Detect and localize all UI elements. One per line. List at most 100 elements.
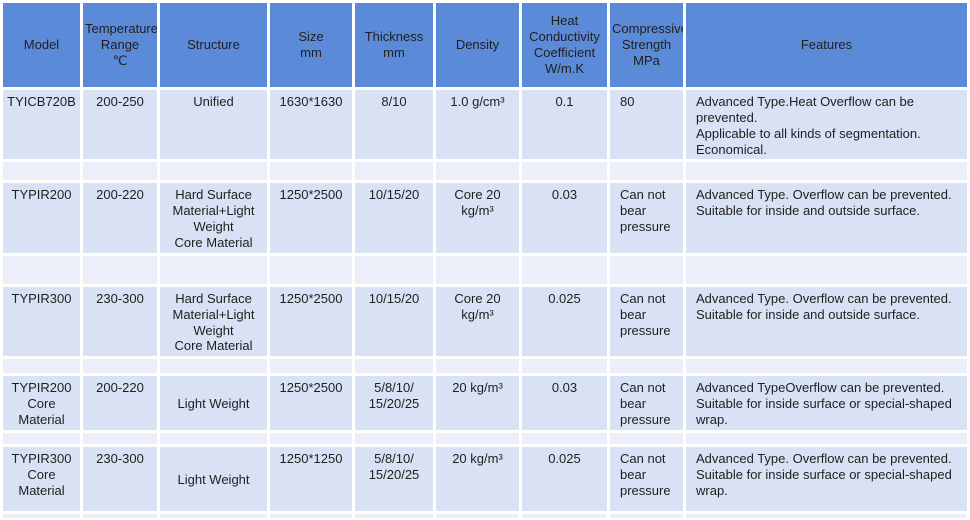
cell-thickness: 5/8/10/ 15/20/25 <box>355 446 433 511</box>
table-header: Model Temperature Range ℃ Structure Size mm… <box>3 3 967 87</box>
table-row: TYPIR300 230-300 Hard Surface Material+Lig… <box>3 286 967 357</box>
cell-thickness: 5/8/10/ 15/20/25 <box>355 376 433 430</box>
cell-compressive_strength: 80 <box>610 90 683 160</box>
spacer-cell <box>686 513 967 518</box>
spacer-row <box>3 359 967 374</box>
cell-heat_conductivity: 0.1 <box>522 90 607 160</box>
table-row: TYPIR200 200-220 Hard Surface Material+Lig… <box>3 183 967 253</box>
spacer-cell <box>270 513 352 518</box>
spacer-cell <box>610 513 683 518</box>
cell-density: 20 kg/m³ <box>436 446 519 511</box>
spacer-cell <box>610 432 683 444</box>
cell-compressive_strength: Can not bear pressure <box>610 446 683 511</box>
spacer-cell <box>355 359 433 374</box>
table-row: TYICB720B 200-250 Unified 1630*1630 8/10 1.0 … <box>3 90 967 160</box>
cell-thickness: 10/15/20 <box>355 183 433 253</box>
spacer-row <box>3 432 967 444</box>
spacer-cell <box>436 162 519 181</box>
cell-structure: Hard Surface Material+Light Weight Core … <box>160 183 267 253</box>
spacer-cell <box>610 359 683 374</box>
cell-features: Advanced Type.Heat Overflow can be preve… <box>686 90 967 160</box>
spacer-cell <box>436 359 519 374</box>
header-model: Model <box>3 3 80 87</box>
cell-temp_range: 200-220 <box>83 183 157 253</box>
spacer-cell <box>270 432 352 444</box>
cell-model: TYICB720B <box>3 90 80 160</box>
spacer-cell <box>686 162 967 181</box>
header-compressive_strength: Compressive Strength MPa <box>610 3 683 87</box>
cell-model: TYPIR200 <box>3 183 80 253</box>
cell-model: TYPIR300 Core Material <box>3 446 80 511</box>
spacer-cell <box>436 432 519 444</box>
cell-heat_conductivity: 0.025 <box>522 446 607 511</box>
cell-density: Core 20 kg/m³ <box>436 286 519 357</box>
cell-model: TYPIR200 Core Material <box>3 376 80 430</box>
spacer-cell <box>355 432 433 444</box>
header-size: Size mm <box>270 3 352 87</box>
spacer-cell <box>686 432 967 444</box>
spacer-row <box>3 255 967 284</box>
header-heat_conductivity: Heat Conductivity Coefficient W/m.K <box>522 3 607 87</box>
spacer-cell <box>355 162 433 181</box>
spacer-row <box>3 162 967 181</box>
spacer-cell <box>270 162 352 181</box>
spacer-cell <box>270 255 352 284</box>
spacer-cell <box>3 162 80 181</box>
cell-heat_conductivity: 0.03 <box>522 376 607 430</box>
cell-heat_conductivity: 0.03 <box>522 183 607 253</box>
spacer-cell <box>686 359 967 374</box>
header-row: Model Temperature Range ℃ Structure Size mm… <box>3 3 967 87</box>
spacer-cell <box>522 513 607 518</box>
header-features: Features <box>686 3 967 87</box>
cell-temp_range: 230-300 <box>83 446 157 511</box>
spacer-cell <box>160 255 267 284</box>
spacer-cell <box>3 255 80 284</box>
spacer-cell <box>160 162 267 181</box>
cell-density: 1.0 g/cm³ <box>436 90 519 160</box>
header-density: Density <box>436 3 519 87</box>
cell-thickness: 10/15/20 <box>355 286 433 357</box>
cell-temp_range: 230-300 <box>83 286 157 357</box>
cell-size: 1250*2500 <box>270 286 352 357</box>
table-row: TYPIR300 Core Material 230-300 Light Weigh… <box>3 446 967 511</box>
spacer-cell <box>436 255 519 284</box>
cell-temp_range: 200-220 <box>83 376 157 430</box>
spacer-cell <box>83 162 157 181</box>
cell-structure: Unified <box>160 90 267 160</box>
spacer-cell <box>610 162 683 181</box>
cell-heat_conductivity: 0.025 <box>522 286 607 357</box>
cell-size: 1630*1630 <box>270 90 352 160</box>
cell-size: 1250*2500 <box>270 183 352 253</box>
spacer-cell <box>160 513 267 518</box>
header-temp_range: Temperature Range ℃ <box>83 3 157 87</box>
spacer-cell <box>522 255 607 284</box>
cell-features: Advanced Type. Overflow can be prevented… <box>686 183 967 253</box>
spacer-cell <box>522 359 607 374</box>
cell-compressive_strength: Can not bear pressure <box>610 183 683 253</box>
header-structure: Structure <box>160 3 267 87</box>
cell-features: Advanced TypeOverflow can be prevented. … <box>686 376 967 430</box>
cell-compressive_strength: Can not bear pressure <box>610 376 683 430</box>
cell-size: 1250*1250 <box>270 446 352 511</box>
table-body: TYICB720B 200-250 Unified 1630*1630 8/10 1.0 … <box>3 90 967 518</box>
cell-model: TYPIR300 <box>3 286 80 357</box>
spacer-cell <box>686 255 967 284</box>
spacer-cell <box>522 432 607 444</box>
header-thickness: Thickness mm <box>355 3 433 87</box>
spacer-cell <box>355 255 433 284</box>
table-row: TYPIR200 Core Material 200-220 Light Weigh… <box>3 376 967 430</box>
spacer-cell <box>160 359 267 374</box>
spacer-row <box>3 513 967 518</box>
spacer-cell <box>83 513 157 518</box>
spacer-cell <box>522 162 607 181</box>
cell-features: Advanced Type. Overflow can be prevented… <box>686 286 967 357</box>
cell-compressive_strength: Can not bear pressure <box>610 286 683 357</box>
cell-features: Advanced Type. Overflow can be prevented… <box>686 446 967 511</box>
spacer-cell <box>3 359 80 374</box>
cell-structure: Light Weight <box>160 446 267 511</box>
spacer-cell <box>355 513 433 518</box>
cell-size: 1250*2500 <box>270 376 352 430</box>
cell-density: 20 kg/m³ <box>436 376 519 430</box>
cell-thickness: 8/10 <box>355 90 433 160</box>
